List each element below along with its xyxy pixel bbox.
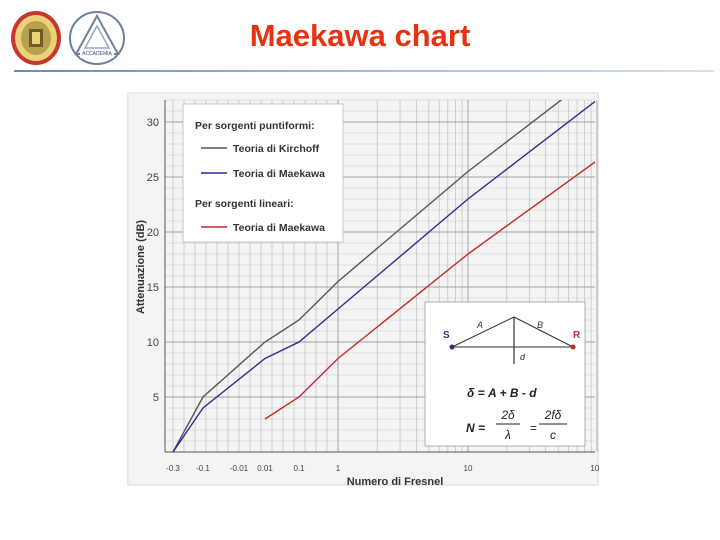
audio-academy-logo: ACCADEMIA	[69, 11, 125, 65]
label-B: B	[537, 320, 543, 330]
x-tick-label: 0.01	[257, 464, 273, 473]
y-tick-label: 20	[147, 227, 159, 239]
x-tick-labels: -0.3 -0.1 -0.01 0.01 0.1 1 10 100	[166, 464, 604, 473]
path-a-line	[451, 316, 515, 348]
y-tick-label: 10	[147, 337, 159, 349]
label-S: S	[443, 330, 450, 341]
y-axis-label: Attenuazione (dB)	[135, 220, 147, 314]
source-point	[449, 344, 455, 350]
x-tick-label: -0.01	[230, 464, 249, 473]
legend-item-maekawa-line: Teoria di Maekawa	[233, 222, 325, 234]
label-d: d	[520, 352, 526, 362]
legend-item-maekawa-point: Teoria di Maekawa	[233, 168, 325, 180]
x-tick-label: 1	[336, 464, 341, 473]
series-maekawa-line	[264, 161, 595, 420]
formula-delta: δ = A + B - d	[467, 386, 537, 400]
formula-den2: c	[550, 428, 556, 442]
x-tick-label: 10	[464, 464, 473, 473]
formula-N: N =	[466, 421, 485, 435]
y-tick-label: 15	[147, 282, 159, 294]
y-tick-label: 30	[147, 117, 159, 129]
x-tick-label: -0.1	[196, 464, 210, 473]
x-tick-label: -0.3	[166, 464, 180, 473]
receiver-point	[570, 344, 576, 350]
formula-den1: λ	[504, 428, 511, 442]
label-R: R	[573, 330, 581, 341]
svg-text:ACCADEMIA: ACCADEMIA	[82, 51, 112, 57]
label-A: A	[476, 320, 483, 330]
series-maekawa-point	[172, 100, 595, 452]
legend-group-line: Per sorgenti lineari:	[195, 198, 294, 210]
fresnel-inset: S R A B d δ = A + B - d N = 2δ λ = 2fδ c	[424, 301, 586, 447]
x-axis-label: Numero di Fresnel	[347, 476, 444, 486]
x-tick-label: 100	[590, 464, 599, 473]
formula-num1: 2δ	[500, 408, 515, 422]
path-b-line	[513, 316, 574, 348]
chart-svg: 30 25 20 15 10 5 -0.3 -0.1 -0.01 0.01 0.1 1 10 100 A…	[127, 92, 604, 488]
university-seal-logo	[11, 11, 61, 65]
maekawa-chart: 30 25 20 15 10 5 -0.3 -0.1 -0.01 0.01 0.1 1 10 100 A…	[127, 92, 604, 488]
y-tick-labels: 30 25 20 15 10 5	[147, 117, 159, 404]
x-tick-label: 0.1	[293, 464, 305, 473]
series-kirchoff	[172, 100, 563, 452]
header-divider	[14, 70, 714, 72]
slide-header: ACCADEMIA Maekawa chart	[0, 0, 720, 80]
legend: Per sorgenti puntiformi: Teoria di Kirch…	[182, 103, 344, 243]
y-tick-label: 5	[153, 392, 159, 404]
y-tick-label: 25	[147, 172, 159, 184]
legend-item-kirchoff: Teoria di Kirchoff	[233, 143, 320, 155]
page-title: Maekawa chart	[249, 18, 471, 53]
formula-num2: 2fδ	[544, 408, 562, 422]
formula-eq: =	[530, 421, 537, 435]
chart-series	[172, 100, 595, 452]
legend-group-point: Per sorgenti puntiformi:	[195, 120, 315, 132]
